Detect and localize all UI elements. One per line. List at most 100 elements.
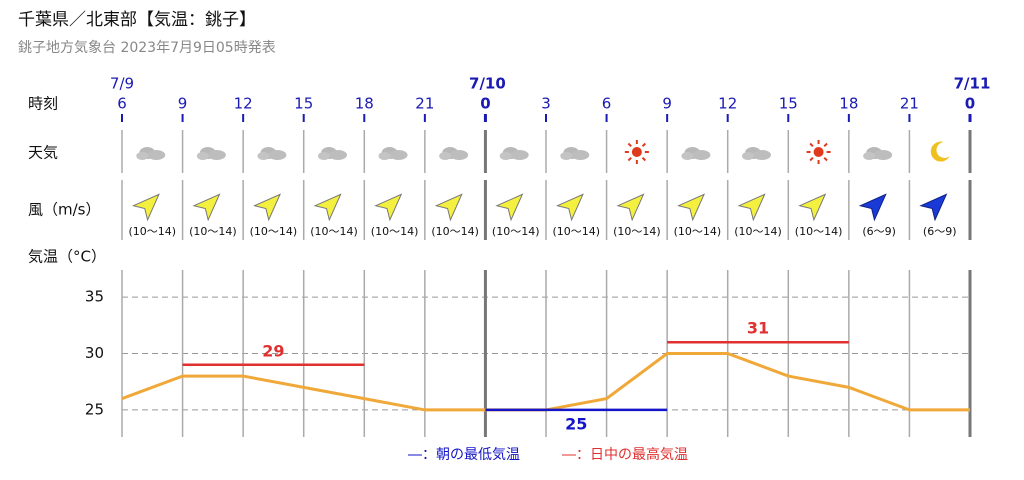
arrow-shape (798, 193, 827, 222)
weather-icon (560, 147, 590, 160)
date-label: 7/10 (469, 75, 506, 93)
wind-label: (10〜14) (552, 225, 600, 238)
legend-label: ―：朝の最低気温 (408, 447, 520, 463)
weather-icon (863, 147, 893, 160)
wind-arrow (253, 193, 282, 222)
row-label: 時刻 (28, 95, 58, 113)
arrow-shape (192, 193, 221, 222)
weather-icon (681, 147, 711, 160)
arrow-shape (555, 193, 584, 222)
arrow-shape (495, 193, 524, 222)
wind-label: (10〜14) (371, 225, 419, 238)
weather-icon (499, 147, 529, 160)
arrow-shape (616, 193, 645, 222)
wind-label: (10〜14) (128, 225, 176, 238)
title: 千葉県／北東部【気温：銚子】 (18, 10, 256, 30)
cloud-part (560, 152, 573, 160)
hour-label: 6 (602, 95, 612, 113)
cloud-part (499, 152, 512, 160)
weather-icon (318, 147, 347, 160)
weather-icon (624, 140, 649, 164)
sun-ray (809, 142, 814, 148)
wind-arrow (858, 193, 887, 222)
cloud-part (147, 150, 166, 160)
arrow-shape (253, 193, 282, 222)
arrow-shape (737, 193, 766, 222)
wind-label: (10〜14) (674, 225, 722, 238)
cloud-part (753, 150, 771, 160)
wind-arrow (737, 193, 766, 222)
y-tick-label: 30 (85, 344, 104, 362)
sun-ray (809, 156, 814, 162)
weather-icon (196, 147, 226, 160)
arrow-shape (131, 193, 160, 222)
y-axis-label: 気温（°C） (28, 248, 106, 266)
wind-label: (10〜14) (431, 225, 479, 238)
wind-label: (10〜14) (492, 225, 540, 238)
weather-icon (378, 147, 408, 160)
y-tick-label: 35 (85, 288, 104, 306)
cloud-part (863, 152, 876, 160)
wind-label: (10〜14) (734, 225, 782, 238)
wind-label: (6〜9) (862, 225, 896, 238)
cloud-part (510, 150, 529, 160)
wind-arrow (677, 193, 706, 222)
wind-label: (10〜14) (795, 225, 843, 238)
date-label: 7/11 (954, 75, 991, 93)
star (931, 147, 936, 151)
sun-core (813, 147, 824, 157)
cloud-part (450, 150, 469, 160)
sun-ray (641, 142, 647, 148)
hour-label: 9 (662, 95, 672, 113)
value-label: 29 (262, 341, 284, 360)
wind-arrow (555, 193, 584, 222)
cloud-part (136, 152, 149, 160)
hour-label: 12 (718, 95, 737, 113)
cloud-part (681, 152, 694, 160)
hour-label: 3 (541, 95, 551, 113)
sun-core (631, 147, 642, 157)
wind-label: (10〜14) (250, 225, 298, 238)
weather-icon (930, 141, 950, 162)
cloud-part (571, 150, 590, 160)
sun-ray (823, 156, 828, 162)
wind-label: (10〜14) (189, 225, 237, 238)
arrow-shape (919, 193, 948, 222)
sun-ray (627, 142, 632, 148)
weather-icon (136, 147, 166, 160)
arrow-shape (434, 193, 463, 222)
wind-arrow (374, 193, 403, 222)
cloud-part (874, 150, 893, 160)
cloud-part (257, 152, 270, 160)
hour-label: 6 (117, 95, 127, 113)
cloud-part (207, 150, 226, 160)
wind-arrow (434, 193, 463, 222)
hour-label: 15 (779, 95, 798, 113)
y-tick-label: 25 (85, 400, 104, 418)
sun-ray (823, 142, 828, 148)
wind-arrow (919, 193, 948, 222)
hour-label: 12 (234, 95, 253, 113)
arrow-shape (313, 193, 342, 222)
wind-arrow (798, 193, 827, 222)
wind-arrow (495, 193, 524, 222)
hour-label: 21 (415, 95, 434, 113)
hour-label: 18 (839, 95, 858, 113)
wind-label: (10〜14) (310, 225, 358, 238)
cloud-part (439, 152, 452, 160)
wind-arrow (131, 193, 160, 222)
hour-label: 0 (480, 95, 490, 113)
cloud-part (196, 152, 209, 160)
hour-label: 9 (178, 95, 188, 113)
weather-icon (439, 147, 469, 160)
wind-arrow (616, 193, 645, 222)
cloud-part (742, 152, 754, 160)
moon (930, 141, 950, 162)
wind-label: (10〜14) (613, 225, 661, 238)
wind-arrow (313, 193, 342, 222)
cloud-part (378, 152, 391, 160)
arrow-shape (374, 193, 403, 222)
legend-label: ―：日中の最高気温 (562, 446, 688, 463)
